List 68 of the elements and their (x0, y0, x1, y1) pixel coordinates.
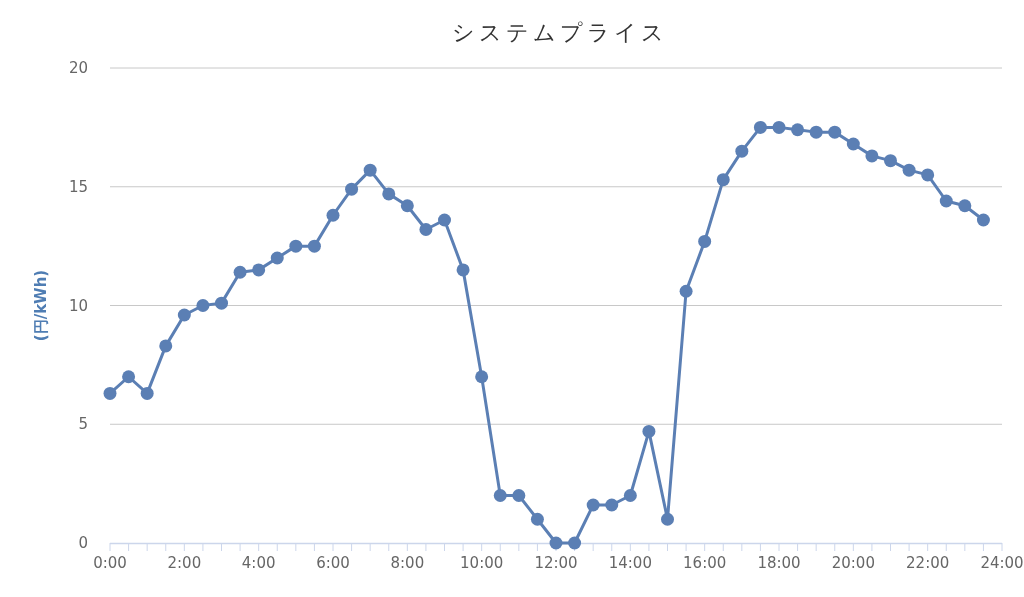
x-tick-label: 12:00 (534, 554, 578, 572)
x-tick-label: 10:00 (460, 554, 504, 572)
y-tick-label: 0 (78, 534, 88, 552)
point (270, 251, 284, 265)
y-tick-label: 5 (78, 415, 88, 434)
point (140, 386, 154, 400)
x-tick-label: 14:00 (608, 554, 652, 572)
x-tick-label: 16:00 (683, 554, 727, 572)
point (828, 125, 842, 139)
x-tick-label: 2:00 (167, 554, 202, 572)
point (493, 489, 507, 502)
point (289, 239, 303, 253)
point (438, 213, 451, 227)
point (363, 163, 377, 177)
point (772, 120, 786, 134)
point (512, 489, 526, 502)
x-tick-label: 6:00 (316, 554, 350, 572)
point (735, 144, 749, 158)
point (196, 299, 210, 312)
point (958, 199, 972, 213)
point (902, 163, 916, 177)
x-tick-label: 0:00 (93, 554, 127, 572)
point (400, 199, 414, 213)
y-tick-label: 20 (68, 59, 88, 77)
point (382, 187, 396, 201)
point (345, 182, 359, 196)
x-tick-label: 20:00 (831, 554, 875, 572)
y-tick-label: 10 (68, 296, 88, 315)
point (698, 234, 712, 248)
chart-title: システムプライス (452, 20, 668, 45)
point (846, 137, 860, 151)
point (884, 154, 897, 168)
x-tick-label: 8:00 (390, 554, 425, 572)
point (568, 536, 582, 550)
point (549, 536, 563, 550)
point (419, 223, 433, 236)
y-axis-title: (円/kWh) (32, 269, 50, 342)
point (215, 296, 228, 310)
point (679, 284, 693, 298)
point (939, 194, 953, 208)
point (475, 370, 489, 384)
point (976, 213, 990, 227)
point (530, 512, 544, 526)
point (716, 173, 730, 187)
point (791, 123, 805, 137)
x-tick-label: 22:00 (906, 554, 950, 572)
point (623, 489, 637, 502)
point (326, 208, 340, 222)
point (586, 498, 600, 512)
x-tick-label: 24:00 (980, 554, 1024, 572)
point (307, 239, 321, 253)
point (753, 120, 767, 134)
point (809, 125, 823, 139)
point (456, 263, 470, 277)
y-tick-label: 15 (68, 177, 88, 196)
point (252, 263, 266, 277)
point (642, 424, 656, 438)
point (865, 149, 879, 163)
point (159, 339, 173, 353)
x-tick-label: 18:00 (757, 554, 801, 572)
x-tick-label: 4:00 (241, 554, 276, 572)
point (233, 265, 247, 279)
point (103, 386, 117, 400)
point (605, 498, 619, 512)
point (177, 308, 191, 322)
point (921, 168, 935, 182)
point (122, 370, 136, 384)
point (661, 512, 674, 526)
